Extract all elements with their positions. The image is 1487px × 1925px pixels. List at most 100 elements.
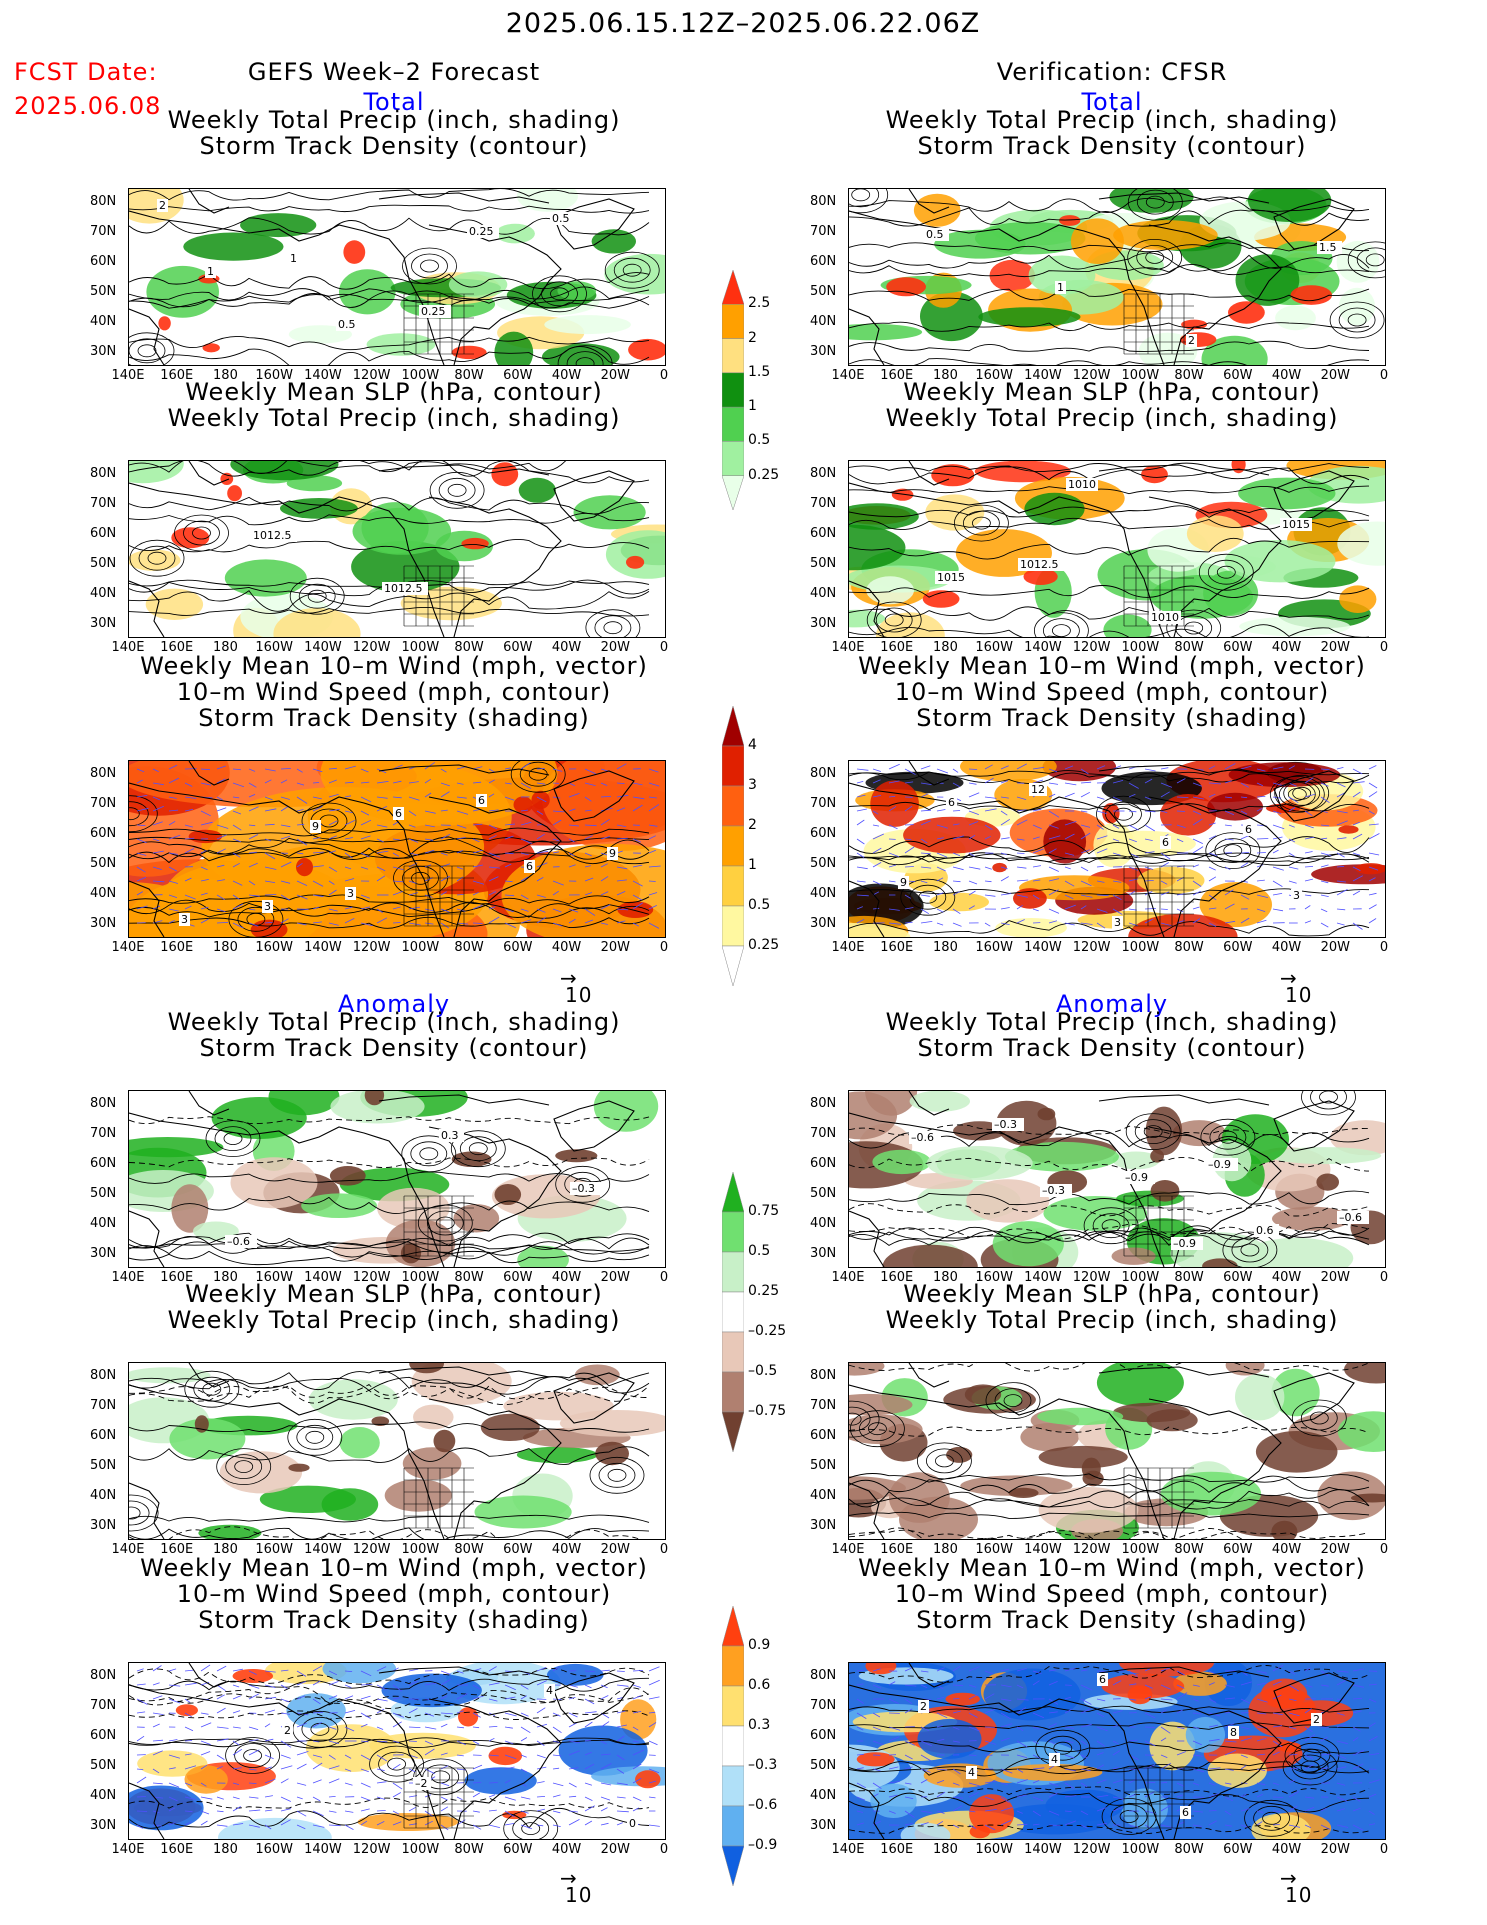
- p12-lon-tick-9: 60W: [1223, 1842, 1253, 1857]
- p8-contour-label-2: –0.6: [1337, 1211, 1369, 1224]
- colorbar-storm_total-label-2: 3: [748, 777, 757, 793]
- svg-text:0.3: 0.3: [441, 1129, 459, 1142]
- p4-contour-label-3: 1015: [1280, 518, 1312, 531]
- svg-text:12: 12: [1031, 783, 1045, 796]
- p11-contour-label-3: –2: [413, 1777, 431, 1790]
- p2-lon-tick-11: 20W: [1320, 368, 1350, 383]
- vector-ref-value-left-1: 10: [565, 983, 593, 1007]
- p5-lon-tick-6: 120W: [352, 940, 391, 955]
- p1-lon-tick-4: 160W: [255, 368, 294, 383]
- p1-lat-tick-2: 70N: [90, 224, 117, 239]
- p8-lat-tick-4: 50N: [810, 1186, 837, 1201]
- p6-lat-tick-4: 50N: [810, 856, 837, 871]
- svg-text:0.25: 0.25: [469, 225, 494, 238]
- p2-lon-tick-9: 60W: [1223, 368, 1253, 383]
- p5-lat-tick-6: 30N: [90, 916, 117, 931]
- p12-map-svg: 2 4 6 2 4 6 8: [849, 1663, 1385, 1839]
- p9-lon-tick-10: 40W: [551, 1542, 582, 1557]
- p11-lon-tick-7: 100W: [401, 1842, 440, 1857]
- p9-lon-tick-12: 0: [659, 1542, 669, 1557]
- p8-contour-label-1: –0.9: [1206, 1158, 1238, 1171]
- p7-title-line-2: Storm Track Density (contour): [199, 1034, 589, 1062]
- p12-contour-label-2: 4: [1049, 1753, 1060, 1766]
- p1-lon-tick-5: 140W: [304, 368, 342, 383]
- p9-lon-tick-3: 180: [213, 1542, 238, 1557]
- p12-contour-label-7: 8: [1228, 1726, 1239, 1739]
- p4-title-line-1: Weekly Mean SLP (hPa, contour): [903, 378, 1321, 406]
- svg-text:2: 2: [159, 199, 166, 212]
- p10-lat-tick-3: 60N: [810, 1428, 837, 1443]
- p2-lon-tick-1: 140E: [831, 368, 865, 383]
- p1-lon-tick-11: 20W: [600, 368, 630, 383]
- p11-lat-tick-6: 30N: [90, 1818, 117, 1833]
- p1-map: 2 1 0.25 0.5 1 0.5 0.25: [128, 188, 666, 366]
- svg-text:0.25: 0.25: [421, 305, 446, 318]
- p1-lon-tick-1: 140E: [111, 368, 145, 383]
- p1-contour-label-3: 0.25: [419, 305, 451, 318]
- p8-contour-label-3: –0.3: [992, 1118, 1024, 1131]
- p12-lat-tick-2: 70N: [810, 1698, 837, 1713]
- p11-contour-label-1: 0: [627, 1817, 638, 1830]
- p6-lon-tick-5: 140W: [1024, 940, 1062, 955]
- p5-map-svg: 3 6 9 3 6 6 3 9: [129, 761, 665, 937]
- p6-lat-tick-6: 30N: [810, 916, 837, 931]
- p4-contour-label-2: 1010: [1149, 611, 1181, 624]
- p5-contour-label-7: 3: [179, 913, 190, 926]
- p8-lat-tick-5: 40N: [810, 1216, 837, 1231]
- p1-map-svg: 2 1 0.25 0.5 1 0.5 0.25: [129, 189, 665, 365]
- p3-lat-tick-1: 80N: [90, 466, 117, 481]
- p12-title-line-2: 10–m Wind Speed (mph, contour): [894, 1580, 1330, 1608]
- p7-lon-tick-11: 20W: [600, 1270, 630, 1285]
- p9-lon-tick-11: 20W: [600, 1542, 630, 1557]
- svg-text:1012.5: 1012.5: [384, 582, 423, 595]
- p4-map-svg: 1012.5 1010 1015 1015 1010: [849, 461, 1385, 637]
- p2-lon-tick-4: 160W: [975, 368, 1014, 383]
- p8-title-line-1: Weekly Total Precip (inch, shading): [885, 1008, 1339, 1036]
- svg-text:6: 6: [526, 860, 533, 873]
- p6-lon-tick-7: 100W: [1121, 940, 1160, 955]
- p2-lat-tick-5: 40N: [810, 314, 837, 329]
- p12-map: 2 4 6 2 4 6 8: [848, 1662, 1386, 1840]
- p2-lat-tick-3: 60N: [810, 254, 837, 269]
- p2-title-line-2: Storm Track Density (contour): [917, 132, 1307, 160]
- p7-lon-tick-10: 40W: [551, 1270, 582, 1285]
- p9-lat-tick-2: 70N: [90, 1398, 117, 1413]
- p2-lat-tick-6: 30N: [810, 344, 837, 359]
- p11-lon-tick-12: 0: [659, 1842, 669, 1857]
- left-column-title: GEFS Week–2 Forecast: [247, 58, 541, 86]
- p4-lon-tick-5: 140W: [1024, 640, 1062, 655]
- p1-lon-tick-7: 100W: [401, 368, 440, 383]
- p3-lon-tick-9: 60W: [503, 640, 533, 655]
- p6-contour-label-6: 3: [1291, 889, 1302, 902]
- p11-lat-tick-2: 70N: [90, 1698, 117, 1713]
- p5-contour-label-8: 9: [310, 820, 321, 833]
- p1-lat-tick-4: 50N: [90, 284, 117, 299]
- p10-lon-tick-9: 60W: [1223, 1542, 1253, 1557]
- p3-lon-tick-3: 180: [213, 640, 238, 655]
- p5-lat-tick-1: 80N: [90, 766, 117, 781]
- svg-text:6: 6: [1162, 836, 1169, 849]
- p12-lat-tick-6: 30N: [810, 1818, 837, 1833]
- p12-contour-label-5: 4: [966, 1766, 977, 1779]
- p4-contour-label-1: 1012.5: [1018, 558, 1064, 571]
- vector-ref-arrow-left-1: →: [560, 966, 577, 990]
- p1-lon-tick-12: 0: [659, 368, 669, 383]
- svg-text:1010: 1010: [1151, 611, 1179, 624]
- colorbar-precip_total-label-6: 0.25: [748, 466, 780, 483]
- svg-text:3: 3: [1293, 889, 1300, 902]
- p5-lon-tick-8: 80W: [454, 940, 484, 955]
- p6-contour-label-2: 6: [1243, 823, 1254, 836]
- p1-contour-label-5: 1: [205, 265, 216, 278]
- p6-lat-tick-1: 80N: [810, 766, 837, 781]
- colorbar-storm_total-label-6: 0.25: [748, 937, 780, 953]
- svg-text:6: 6: [1245, 823, 1252, 836]
- p3-lon-tick-6: 120W: [352, 640, 391, 655]
- p10-lon-tick-2: 160E: [880, 1542, 914, 1557]
- p10-map-svg: [849, 1363, 1385, 1539]
- svg-text:1012.5: 1012.5: [1020, 558, 1059, 571]
- p8-map: –0.9 –0.6 –0.3 –0.9 0.6 –0.6 –0.3 –0.9: [848, 1090, 1386, 1268]
- svg-text:3: 3: [181, 913, 188, 926]
- p4-lat-tick-3: 60N: [810, 526, 837, 541]
- colorbar-precip_anom-label-2: 0.5: [748, 1243, 771, 1259]
- vector-ref-arrow-left-2: →: [560, 1866, 577, 1890]
